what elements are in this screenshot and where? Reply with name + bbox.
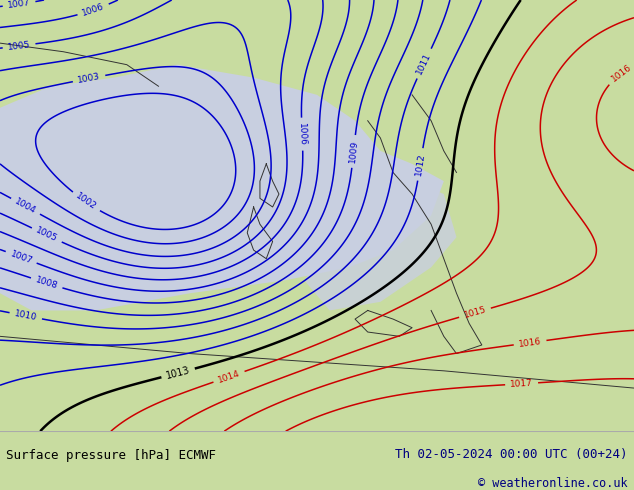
Text: 1004: 1004: [13, 197, 38, 216]
Text: 1016: 1016: [609, 63, 633, 84]
Text: 1007: 1007: [7, 0, 31, 10]
PathPatch shape: [0, 65, 444, 311]
Text: 1008: 1008: [34, 275, 59, 291]
Text: 1014: 1014: [217, 369, 242, 385]
Text: 1016: 1016: [518, 337, 542, 349]
Text: © weatheronline.co.uk: © weatheronline.co.uk: [478, 477, 628, 490]
Text: 1007: 1007: [9, 249, 34, 266]
Text: 1012: 1012: [414, 152, 427, 176]
Text: 1005: 1005: [34, 226, 59, 244]
Text: Th 02-05-2024 00:00 UTC (00+24): Th 02-05-2024 00:00 UTC (00+24): [395, 448, 628, 461]
Text: 1013: 1013: [165, 365, 191, 381]
Text: 1006: 1006: [297, 122, 307, 146]
Text: 1017: 1017: [510, 379, 533, 389]
Text: 1011: 1011: [415, 51, 433, 76]
Text: 1010: 1010: [13, 309, 38, 322]
Text: 1003: 1003: [77, 72, 101, 85]
Text: 1015: 1015: [463, 305, 488, 320]
Text: 1009: 1009: [348, 140, 359, 163]
Text: Surface pressure [hPa] ECMWF: Surface pressure [hPa] ECMWF: [6, 449, 216, 462]
PathPatch shape: [304, 181, 456, 311]
Text: 1005: 1005: [7, 40, 31, 52]
Text: 1006: 1006: [81, 2, 106, 18]
Text: 1002: 1002: [74, 192, 98, 212]
